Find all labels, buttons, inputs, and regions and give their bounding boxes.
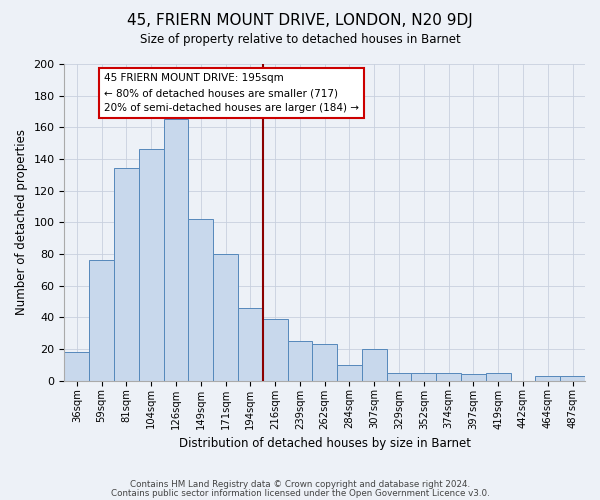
Bar bbox=[560, 376, 585, 380]
Bar bbox=[436, 372, 461, 380]
Text: Size of property relative to detached houses in Barnet: Size of property relative to detached ho… bbox=[140, 32, 460, 46]
Bar bbox=[461, 374, 486, 380]
Bar bbox=[535, 376, 560, 380]
Text: 45 FRIERN MOUNT DRIVE: 195sqm
← 80% of detached houses are smaller (717)
20% of : 45 FRIERN MOUNT DRIVE: 195sqm ← 80% of d… bbox=[104, 74, 359, 113]
Bar bbox=[213, 254, 238, 380]
Bar bbox=[238, 308, 263, 380]
Bar bbox=[337, 365, 362, 380]
Bar bbox=[313, 344, 337, 381]
Bar bbox=[114, 168, 139, 380]
Y-axis label: Number of detached properties: Number of detached properties bbox=[15, 130, 28, 316]
Bar bbox=[412, 372, 436, 380]
Text: 45, FRIERN MOUNT DRIVE, LONDON, N20 9DJ: 45, FRIERN MOUNT DRIVE, LONDON, N20 9DJ bbox=[127, 12, 473, 28]
Bar bbox=[188, 219, 213, 380]
Text: Contains public sector information licensed under the Open Government Licence v3: Contains public sector information licen… bbox=[110, 489, 490, 498]
X-axis label: Distribution of detached houses by size in Barnet: Distribution of detached houses by size … bbox=[179, 437, 471, 450]
Text: Contains HM Land Registry data © Crown copyright and database right 2024.: Contains HM Land Registry data © Crown c… bbox=[130, 480, 470, 489]
Bar bbox=[386, 372, 412, 380]
Bar bbox=[164, 120, 188, 380]
Bar bbox=[486, 372, 511, 380]
Bar bbox=[263, 319, 287, 380]
Bar bbox=[139, 150, 164, 380]
Bar bbox=[287, 341, 313, 380]
Bar bbox=[89, 260, 114, 380]
Bar bbox=[64, 352, 89, 380]
Bar bbox=[362, 349, 386, 380]
